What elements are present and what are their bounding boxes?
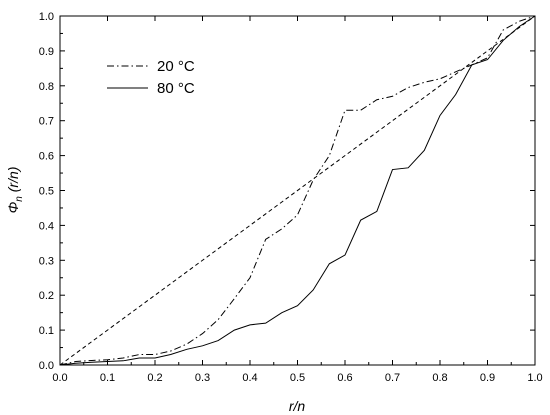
x-tick-label: 0.0 [52, 372, 67, 384]
series-line-80-c [59, 15, 536, 366]
series-line-20-c [59, 15, 536, 366]
y-axis-label: Φn (r/n) [5, 167, 25, 214]
series-line-reference-diagonal [59, 15, 536, 366]
y-tick-label: 0.7 [39, 116, 54, 128]
x-tick-label: 0.6 [337, 372, 352, 384]
y-tick-label: 0.2 [39, 290, 54, 302]
x-tick-label: 0.4 [242, 372, 257, 384]
x-tick-label: 1.0 [527, 372, 542, 384]
x-axis-label: r/n [289, 398, 306, 414]
legend-label-20c: 20 °C [157, 58, 195, 75]
x-tick-label: 0.2 [147, 372, 162, 384]
legend: 20 °C 80 °C [107, 58, 195, 97]
x-tick-label: 0.9 [480, 372, 495, 384]
y-tick-label: 0.5 [39, 186, 54, 198]
y-tick-label: 0.0 [39, 360, 54, 372]
x-tick-label: 0.7 [385, 372, 400, 384]
x-tick-label: 0.5 [290, 372, 305, 384]
y-axis-label-symbol: Φ [5, 201, 21, 213]
x-axis-ticks: 0.0 0.1 0.2 0.3 0.4 0.5 0.6 0.7 0.8 0.9 1.0 [52, 16, 543, 384]
x-tick-label: 0.1 [100, 372, 115, 384]
x-tick-label: 0.3 [195, 372, 210, 384]
y-tick-label: 0.1 [39, 325, 54, 337]
x-tick-label: 0.8 [432, 372, 447, 384]
y-tick-label: 0.9 [39, 46, 54, 58]
y-axis-label-argument: (r/n) [5, 167, 21, 197]
y-axis-ticks: 0.0 0.1 0.2 0.3 0.4 0.5 0.6 0.7 0.8 0.9 1.0 [39, 11, 535, 372]
y-tick-label: 0.3 [39, 255, 54, 267]
series-layer [59, 15, 536, 366]
y-tick-label: 0.4 [39, 220, 54, 232]
y-tick-label: 1.0 [39, 11, 54, 23]
y-axis-label-subscript: n [14, 196, 25, 202]
y-tick-label: 0.8 [39, 81, 54, 93]
y-tick-label: 0.6 [39, 151, 54, 163]
legend-label-80c: 80 °C [157, 80, 195, 97]
